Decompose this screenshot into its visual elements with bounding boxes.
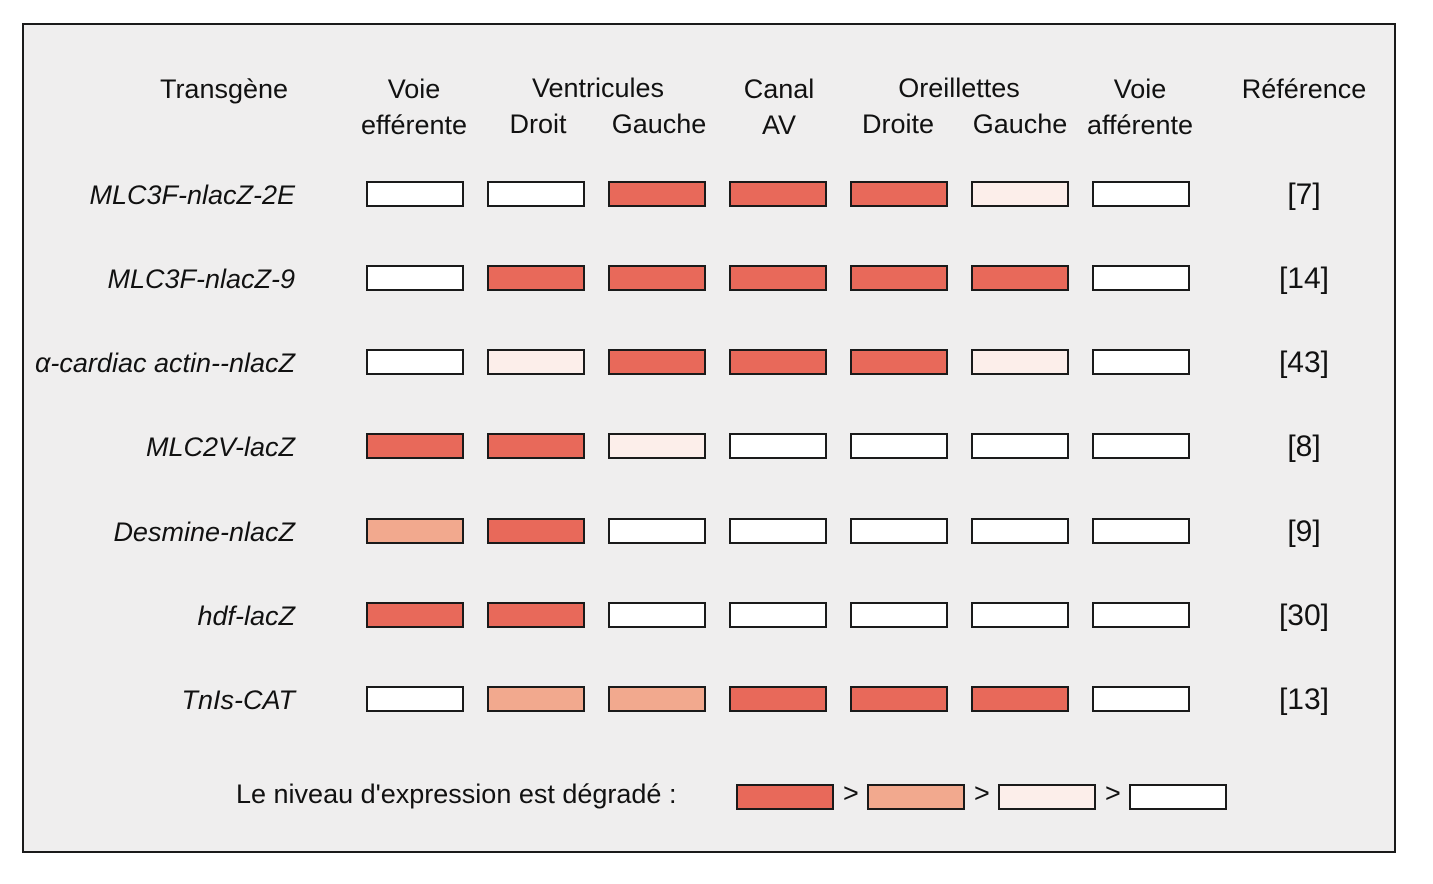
expression-cell-outflow-none (366, 349, 464, 375)
header-outflow-tract: Voie efférente (354, 71, 474, 143)
header-right-ventricle: Droit (509, 109, 567, 139)
header-inflow-tract: Voie afférente (1080, 71, 1200, 143)
legend-swatch-low (998, 784, 1096, 810)
expression-cell-av-canal-high (729, 349, 827, 375)
expression-cell-right-atrium-none (850, 433, 948, 459)
expression-cell-right-ventricle-high (487, 602, 585, 628)
expression-cell-inflow-none (1092, 181, 1190, 207)
expression-cell-inflow-none (1092, 349, 1190, 375)
expression-cell-left-atrium-none (971, 602, 1069, 628)
expression-cell-left-ventricle-none (608, 518, 706, 544)
header-av-line2: AV (761, 110, 796, 140)
row-label-desmine: Desmine-nlacZ (113, 517, 295, 547)
row-reference: [7] (1287, 178, 1321, 211)
header-transgene: Transgène (159, 74, 289, 104)
header-av-canal: Canal AV (729, 71, 829, 143)
row-label-mlc2v: MLC2V-lacZ (145, 432, 295, 462)
header-outflow-line2: efférente (360, 110, 468, 140)
legend-separator: > (843, 778, 859, 808)
row-reference: [9] (1287, 515, 1321, 548)
expression-cell-left-ventricle-low (608, 433, 706, 459)
expression-cell-left-atrium-high (971, 265, 1069, 291)
expression-cell-outflow-mid (366, 518, 464, 544)
expression-cell-left-atrium-low (971, 349, 1069, 375)
row-reference: [14] (1278, 262, 1330, 295)
row-reference: [30] (1278, 599, 1330, 632)
expression-cell-av-canal-none (729, 602, 827, 628)
expression-cell-right-atrium-high (850, 265, 948, 291)
header-ventricles: Ventricules (531, 73, 665, 103)
expression-cell-left-ventricle-high (608, 265, 706, 291)
row-reference: [43] (1278, 346, 1330, 379)
row-label-cardiac-actin: α-cardiac actin--nlacZ (35, 348, 295, 378)
expression-cell-left-atrium-none (971, 433, 1069, 459)
expression-cell-right-ventricle-mid (487, 686, 585, 712)
expression-cell-right-ventricle-high (487, 433, 585, 459)
expression-cell-right-ventricle-none (487, 181, 585, 207)
expression-cell-outflow-none (366, 265, 464, 291)
expression-cell-inflow-none (1092, 518, 1190, 544)
expression-cell-av-canal-none (729, 433, 827, 459)
expression-cell-inflow-none (1092, 265, 1190, 291)
expression-cell-av-canal-high (729, 181, 827, 207)
header-atria: Oreillettes (898, 73, 1020, 103)
header-inflow-line1: Voie (1113, 74, 1167, 104)
expression-diagram: Transgène Voie efférente Ventricules Dro… (22, 23, 1396, 853)
legend-swatch-none (1129, 784, 1227, 810)
row-reference: [8] (1287, 430, 1321, 463)
row-label-mlc3f-2e: MLC3F-nlacZ-2E (89, 180, 295, 210)
header-right-atrium: Droite (861, 109, 935, 139)
expression-cell-left-atrium-high (971, 686, 1069, 712)
header-left-atrium: Gauche (972, 109, 1068, 139)
header-left-ventricle: Gauche (611, 109, 707, 139)
expression-cell-left-ventricle-high (608, 181, 706, 207)
expression-cell-left-atrium-none (971, 518, 1069, 544)
expression-cell-left-atrium-low (971, 181, 1069, 207)
legend-text: Le niveau d'expression est dégradé : (236, 779, 677, 809)
row-label-tnis: TnIs-CAT (181, 685, 296, 715)
expression-cell-right-atrium-high (850, 686, 948, 712)
expression-cell-right-atrium-none (850, 602, 948, 628)
expression-cell-av-canal-high (729, 686, 827, 712)
header-outflow-line1: Voie (387, 74, 441, 104)
row-reference: [13] (1278, 683, 1330, 716)
row-label-mlc3f-9: MLC3F-nlacZ-9 (107, 264, 295, 294)
expression-cell-outflow-high (366, 433, 464, 459)
legend-separator: > (1105, 778, 1121, 808)
expression-cell-inflow-none (1092, 602, 1190, 628)
expression-cell-right-atrium-none (850, 518, 948, 544)
expression-cell-av-canal-high (729, 265, 827, 291)
header-reference: Référence (1241, 74, 1367, 104)
expression-cell-outflow-none (366, 686, 464, 712)
legend-separator: > (974, 778, 990, 808)
expression-cell-right-atrium-high (850, 349, 948, 375)
expression-cell-right-ventricle-low (487, 349, 585, 375)
row-label-hdf: hdf-lacZ (197, 601, 295, 631)
header-av-line1: Canal (743, 74, 815, 104)
expression-cell-inflow-none (1092, 433, 1190, 459)
header-inflow-line2: afférente (1086, 110, 1194, 140)
legend-swatch-mid (867, 784, 965, 810)
expression-cell-outflow-none (366, 181, 464, 207)
expression-cell-left-ventricle-high (608, 349, 706, 375)
expression-cell-outflow-high (366, 602, 464, 628)
expression-cell-av-canal-none (729, 518, 827, 544)
expression-cell-right-ventricle-high (487, 265, 585, 291)
expression-cell-left-ventricle-none (608, 602, 706, 628)
legend-swatch-high (736, 784, 834, 810)
expression-cell-right-ventricle-high (487, 518, 585, 544)
expression-cell-left-ventricle-mid (608, 686, 706, 712)
expression-cell-inflow-none (1092, 686, 1190, 712)
expression-cell-right-atrium-high (850, 181, 948, 207)
